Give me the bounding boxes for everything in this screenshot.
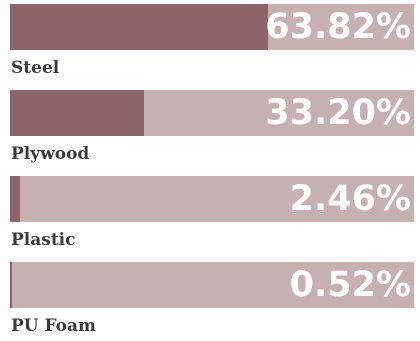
category-label: Steel [11,58,60,78]
category-label: Plywood [11,144,90,164]
data-label: 2.46% [289,179,411,219]
data-label: 33.20% [265,93,411,133]
data-label: 0.52% [289,265,411,305]
bar [10,4,268,50]
bar [10,262,13,308]
category-label: Plastic [11,230,76,250]
bar-track: 0.52% [10,262,414,308]
bar [10,176,20,222]
bar-track: 63.82% [10,4,414,50]
bar-track: 2.46% [10,176,414,222]
category-label: PU Foam [11,316,97,336]
data-label: 63.82% [265,7,411,47]
bar [10,90,145,136]
bar-track: 33.20% [10,90,414,136]
